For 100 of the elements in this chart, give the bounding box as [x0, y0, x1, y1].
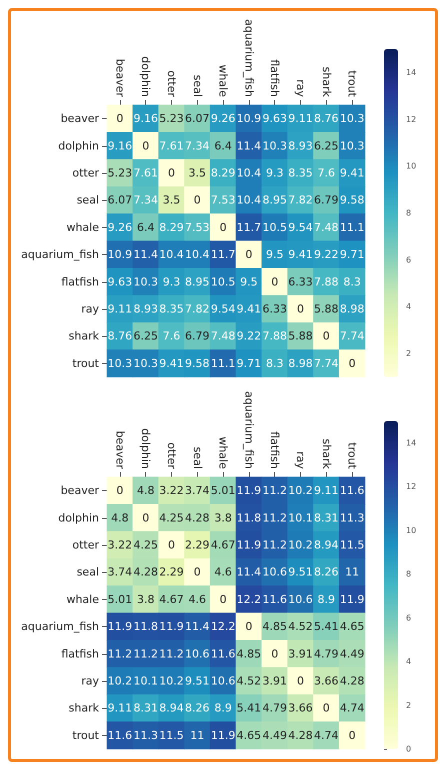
data-label: 0: [322, 330, 330, 343]
data-label: 0: [297, 302, 304, 316]
data-label: 5.41: [314, 620, 339, 634]
data-label: 8.29: [159, 220, 184, 234]
data-label: 4.52: [288, 620, 313, 634]
data-label: 6.4: [136, 220, 154, 234]
data-label: 6.79: [314, 194, 339, 207]
data-label: 9.16: [133, 112, 158, 126]
data-label: 9.16: [108, 139, 132, 152]
color-bar-label: 10: [406, 162, 416, 171]
data-label: 8.93: [133, 302, 158, 316]
data-label: 8.93: [288, 139, 313, 152]
data-label: 11.2: [262, 511, 287, 524]
data-label: 8.31: [133, 702, 158, 715]
data-label: 7.82: [185, 302, 210, 316]
data-label: 4.67: [210, 538, 236, 552]
data-label: 11.2: [262, 484, 287, 498]
data-label: 10.6: [185, 647, 210, 660]
data-label: 11.3: [133, 728, 158, 742]
data-label: 9.41: [340, 166, 364, 180]
x-tick-label: ray: [294, 79, 307, 98]
data-label: 7.34: [133, 194, 158, 207]
data-label: 6.33: [262, 302, 287, 316]
x-tick-label: shark: [320, 66, 333, 98]
data-label: 11: [345, 566, 360, 579]
y-tick-label: dolphin: [58, 511, 100, 524]
data-label: 7.74: [340, 330, 364, 343]
data-label: 8.29: [210, 166, 236, 180]
y-tick-label: beaver: [60, 484, 100, 498]
data-label: 4.74: [314, 728, 339, 742]
data-label: 8.76: [108, 330, 132, 343]
data-label: 4.28: [133, 566, 158, 579]
data-label: 11.4: [185, 620, 210, 634]
y-tick-label: otter: [72, 538, 100, 552]
data-label: 11.4: [236, 139, 262, 152]
data-label: 3.8: [136, 592, 154, 606]
x-tick-label: beaver: [113, 58, 126, 98]
data-label: 7.48: [314, 220, 339, 234]
x-tick-label: aquarium_fish: [242, 391, 256, 470]
y-tick-label: shark: [68, 330, 100, 343]
data-label: 11.9: [340, 592, 364, 606]
data-label: 11.5: [159, 728, 184, 742]
data-label: 3.66: [288, 702, 313, 715]
data-label: 8.98: [288, 356, 313, 370]
data-label: 4.79: [314, 647, 339, 660]
data-label: 8.35: [288, 166, 313, 180]
data-label: 11.7: [210, 248, 236, 262]
data-label: 10.2: [159, 674, 184, 688]
data-label: 10.4: [185, 248, 210, 262]
data-label: 0: [297, 674, 304, 688]
data-label: 9.71: [236, 356, 262, 370]
data-label: 10.3: [340, 139, 364, 152]
data-label: 11.6: [262, 592, 287, 606]
data-label: 12.2: [210, 620, 236, 634]
data-label: 0: [168, 538, 175, 552]
data-label: 4.28: [340, 674, 364, 688]
y-tick-label: ray: [81, 302, 100, 316]
data-label: 0: [194, 566, 201, 579]
data-label: 7.6: [162, 330, 180, 343]
data-label: 7.74: [314, 356, 339, 370]
color-bar-label: 2: [406, 349, 412, 358]
data-label: 10.3: [133, 275, 158, 288]
data-label: 11: [190, 728, 204, 742]
data-label: 8.95: [185, 275, 210, 288]
data-label: 3.74: [185, 484, 210, 498]
data-label: 7.48: [210, 330, 236, 343]
data-label: 4.6: [214, 566, 232, 579]
data-label: 11.6: [340, 484, 364, 498]
data-label: 10.2: [108, 674, 132, 688]
data-label: 8.3: [343, 275, 361, 288]
data-label: 0: [142, 139, 150, 152]
y-tick-label: trout: [72, 728, 100, 742]
data-label: 0: [194, 194, 201, 207]
data-label: 9.54: [288, 220, 313, 234]
data-label: 8.9: [214, 702, 232, 715]
data-label: 0: [168, 166, 175, 180]
x-tick-label: trout: [346, 442, 359, 470]
y-tick-label: ray: [81, 674, 100, 688]
x-tick-label: otter: [165, 70, 178, 98]
data-label: 3.22: [159, 484, 184, 498]
data-label: 2.29: [185, 538, 210, 552]
data-label: 0: [220, 592, 227, 606]
data-label: 8.94: [314, 538, 339, 552]
data-label: 11.2: [262, 538, 287, 552]
data-label: 9.11: [108, 702, 132, 715]
data-label: 9.58: [185, 356, 210, 370]
data-label: 4.6: [188, 592, 206, 606]
data-label: 11.9: [236, 484, 262, 498]
color-bar-label: 14: [406, 438, 416, 448]
data-label: 8.26: [314, 566, 339, 579]
data-label: 9.54: [210, 302, 236, 316]
data-label: 0: [348, 728, 356, 742]
data-label: 4.74: [340, 702, 364, 715]
color-bar-label: 0: [406, 744, 412, 754]
color-bar-label: 4: [406, 302, 412, 312]
data-label: 6.07: [185, 112, 210, 126]
y-tick-label: seal: [76, 194, 99, 207]
x-tick-label: dolphin: [139, 428, 152, 470]
data-label: 10.1: [288, 511, 313, 524]
data-label: 9.41: [288, 248, 313, 262]
